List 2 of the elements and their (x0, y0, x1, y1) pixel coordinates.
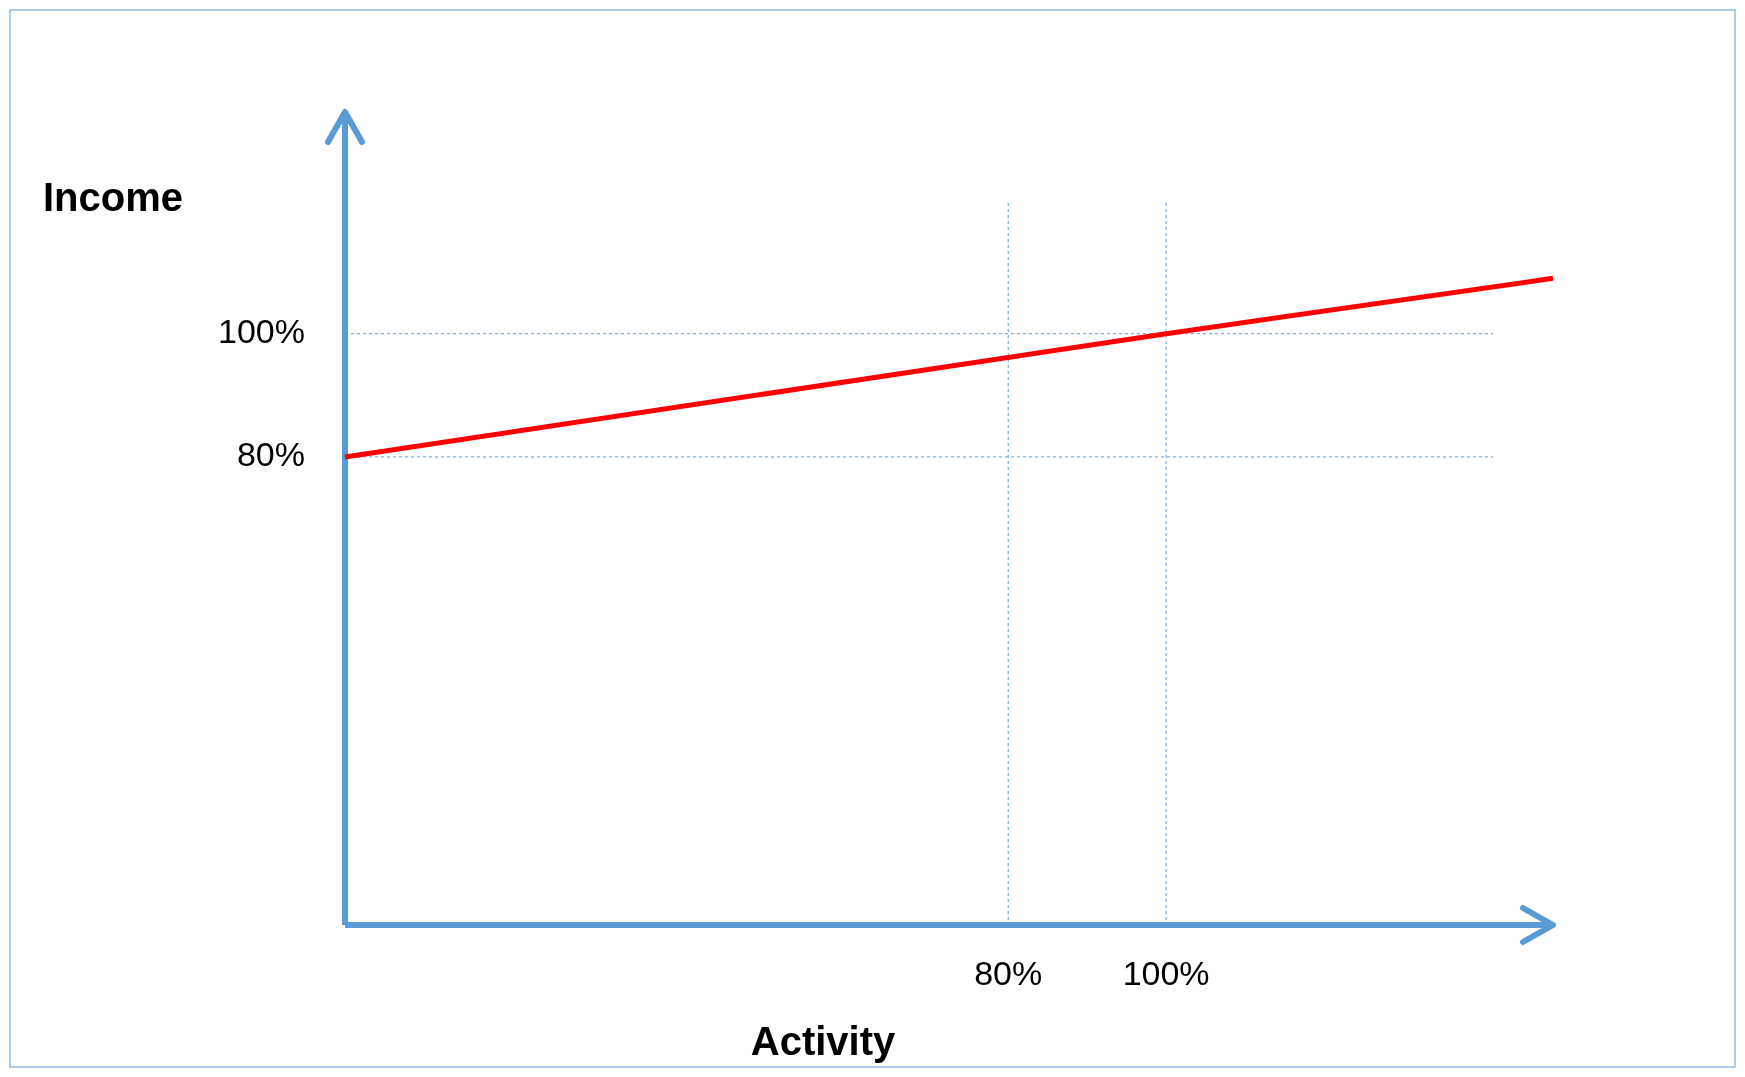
x-axis-title: Activity (750, 1019, 896, 1063)
y-axis-title: Income (43, 175, 184, 219)
